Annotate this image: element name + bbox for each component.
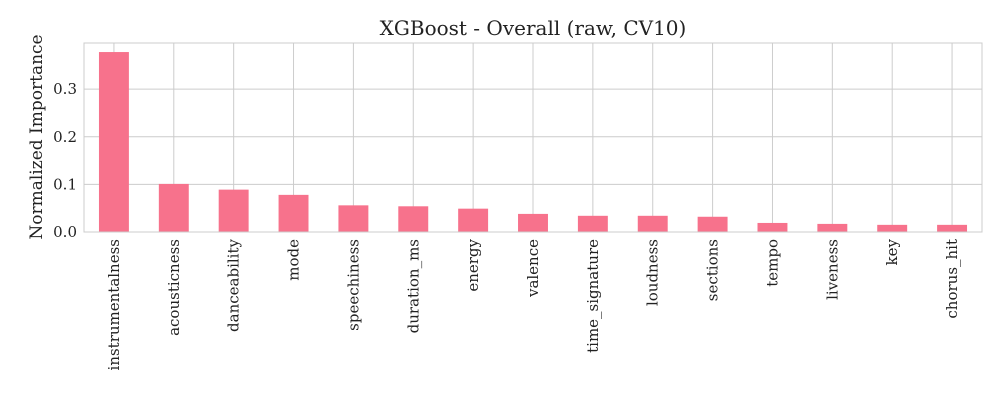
x-tick-label: acousticness — [165, 239, 183, 336]
x-tick-label: sections — [704, 239, 722, 301]
bar — [398, 206, 429, 232]
x-tick-label: speechiness — [344, 239, 362, 331]
bar — [697, 216, 728, 232]
bar — [98, 52, 129, 232]
x-tick-label: liveness — [823, 239, 841, 300]
bar — [757, 222, 788, 232]
y-tick-label: 0.1 — [53, 175, 77, 193]
bar — [637, 215, 668, 232]
plot-frame — [83, 42, 983, 233]
x-tick-label: key — [883, 238, 901, 265]
y-tick-label: 0.0 — [53, 223, 77, 241]
chart-title: XGBoost - Overall (raw, CV10) — [380, 16, 687, 40]
bar — [218, 189, 249, 232]
bar — [338, 205, 369, 232]
y-tick-label: 0.3 — [53, 80, 77, 98]
bar — [817, 223, 848, 232]
y-axis-label: Normalized Importance — [27, 34, 47, 239]
x-tick-label: loudness — [644, 239, 662, 306]
x-ticks: instrumentalness acousticness danceability… — [105, 238, 961, 370]
bar — [278, 194, 309, 232]
x-tick-label: time_signature — [584, 239, 602, 353]
grid — [84, 43, 982, 233]
x-tick-label: duration_ms — [404, 239, 422, 333]
bars — [98, 52, 968, 232]
x-tick-label: chorus_hit — [943, 239, 961, 319]
bar — [518, 213, 548, 232]
x-tick-label: instrumentalness — [105, 239, 123, 370]
bar — [877, 224, 908, 232]
x-tick-label: danceability — [225, 238, 243, 331]
x-tick-label: tempo — [763, 239, 781, 287]
bar — [458, 208, 489, 232]
bar — [577, 215, 608, 232]
bar — [937, 224, 968, 232]
y-tick-label: 0.2 — [53, 128, 77, 146]
x-tick-label: energy — [464, 238, 482, 291]
bar — [158, 183, 189, 232]
x-tick-label: valence — [524, 239, 542, 298]
x-tick-label: mode — [285, 239, 303, 281]
y-ticks: 0.0 0.1 0.2 0.3 — [53, 80, 77, 241]
